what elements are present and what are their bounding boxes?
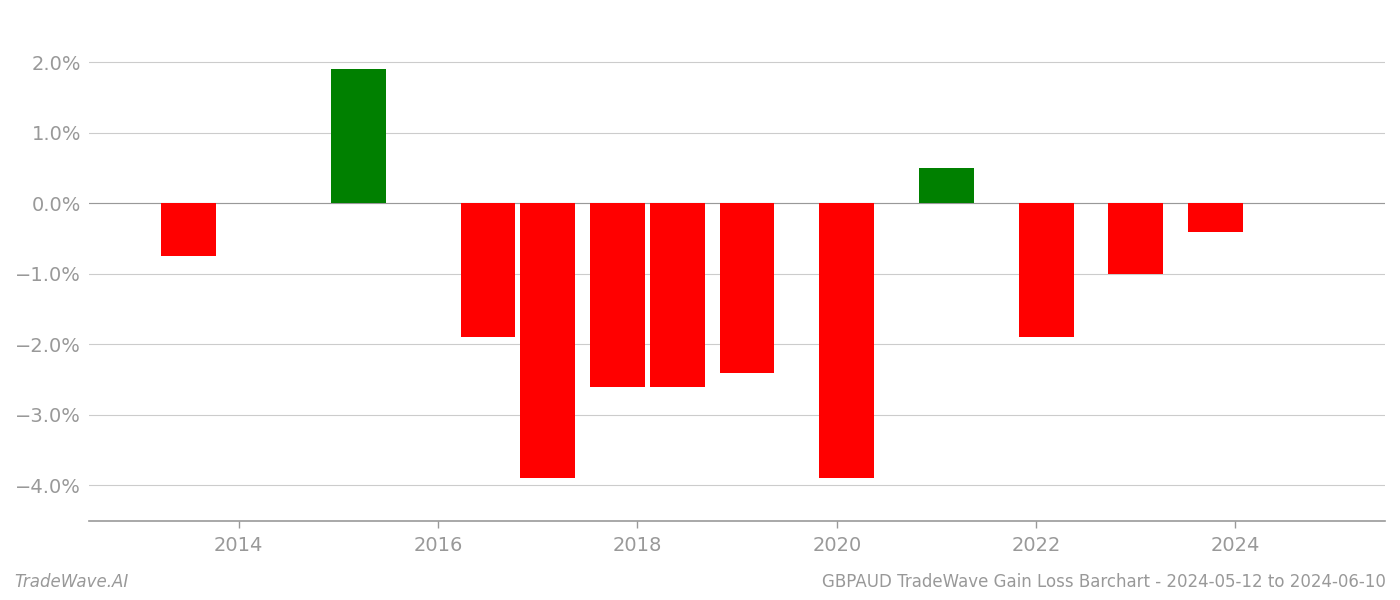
Bar [1189,203,1243,232]
Bar [330,70,386,203]
Text: TradeWave.AI: TradeWave.AI [14,573,129,591]
Bar [918,168,974,203]
Text: GBPAUD TradeWave Gain Loss Barchart - 2024-05-12 to 2024-06-10: GBPAUD TradeWave Gain Loss Barchart - 20… [822,573,1386,591]
Bar [161,203,216,256]
Bar [1109,203,1163,274]
Bar [720,203,774,373]
Bar [589,203,645,387]
Bar [461,203,515,337]
Bar [521,203,575,478]
Bar [650,203,704,387]
Bar [1019,203,1074,337]
Bar [819,203,874,478]
